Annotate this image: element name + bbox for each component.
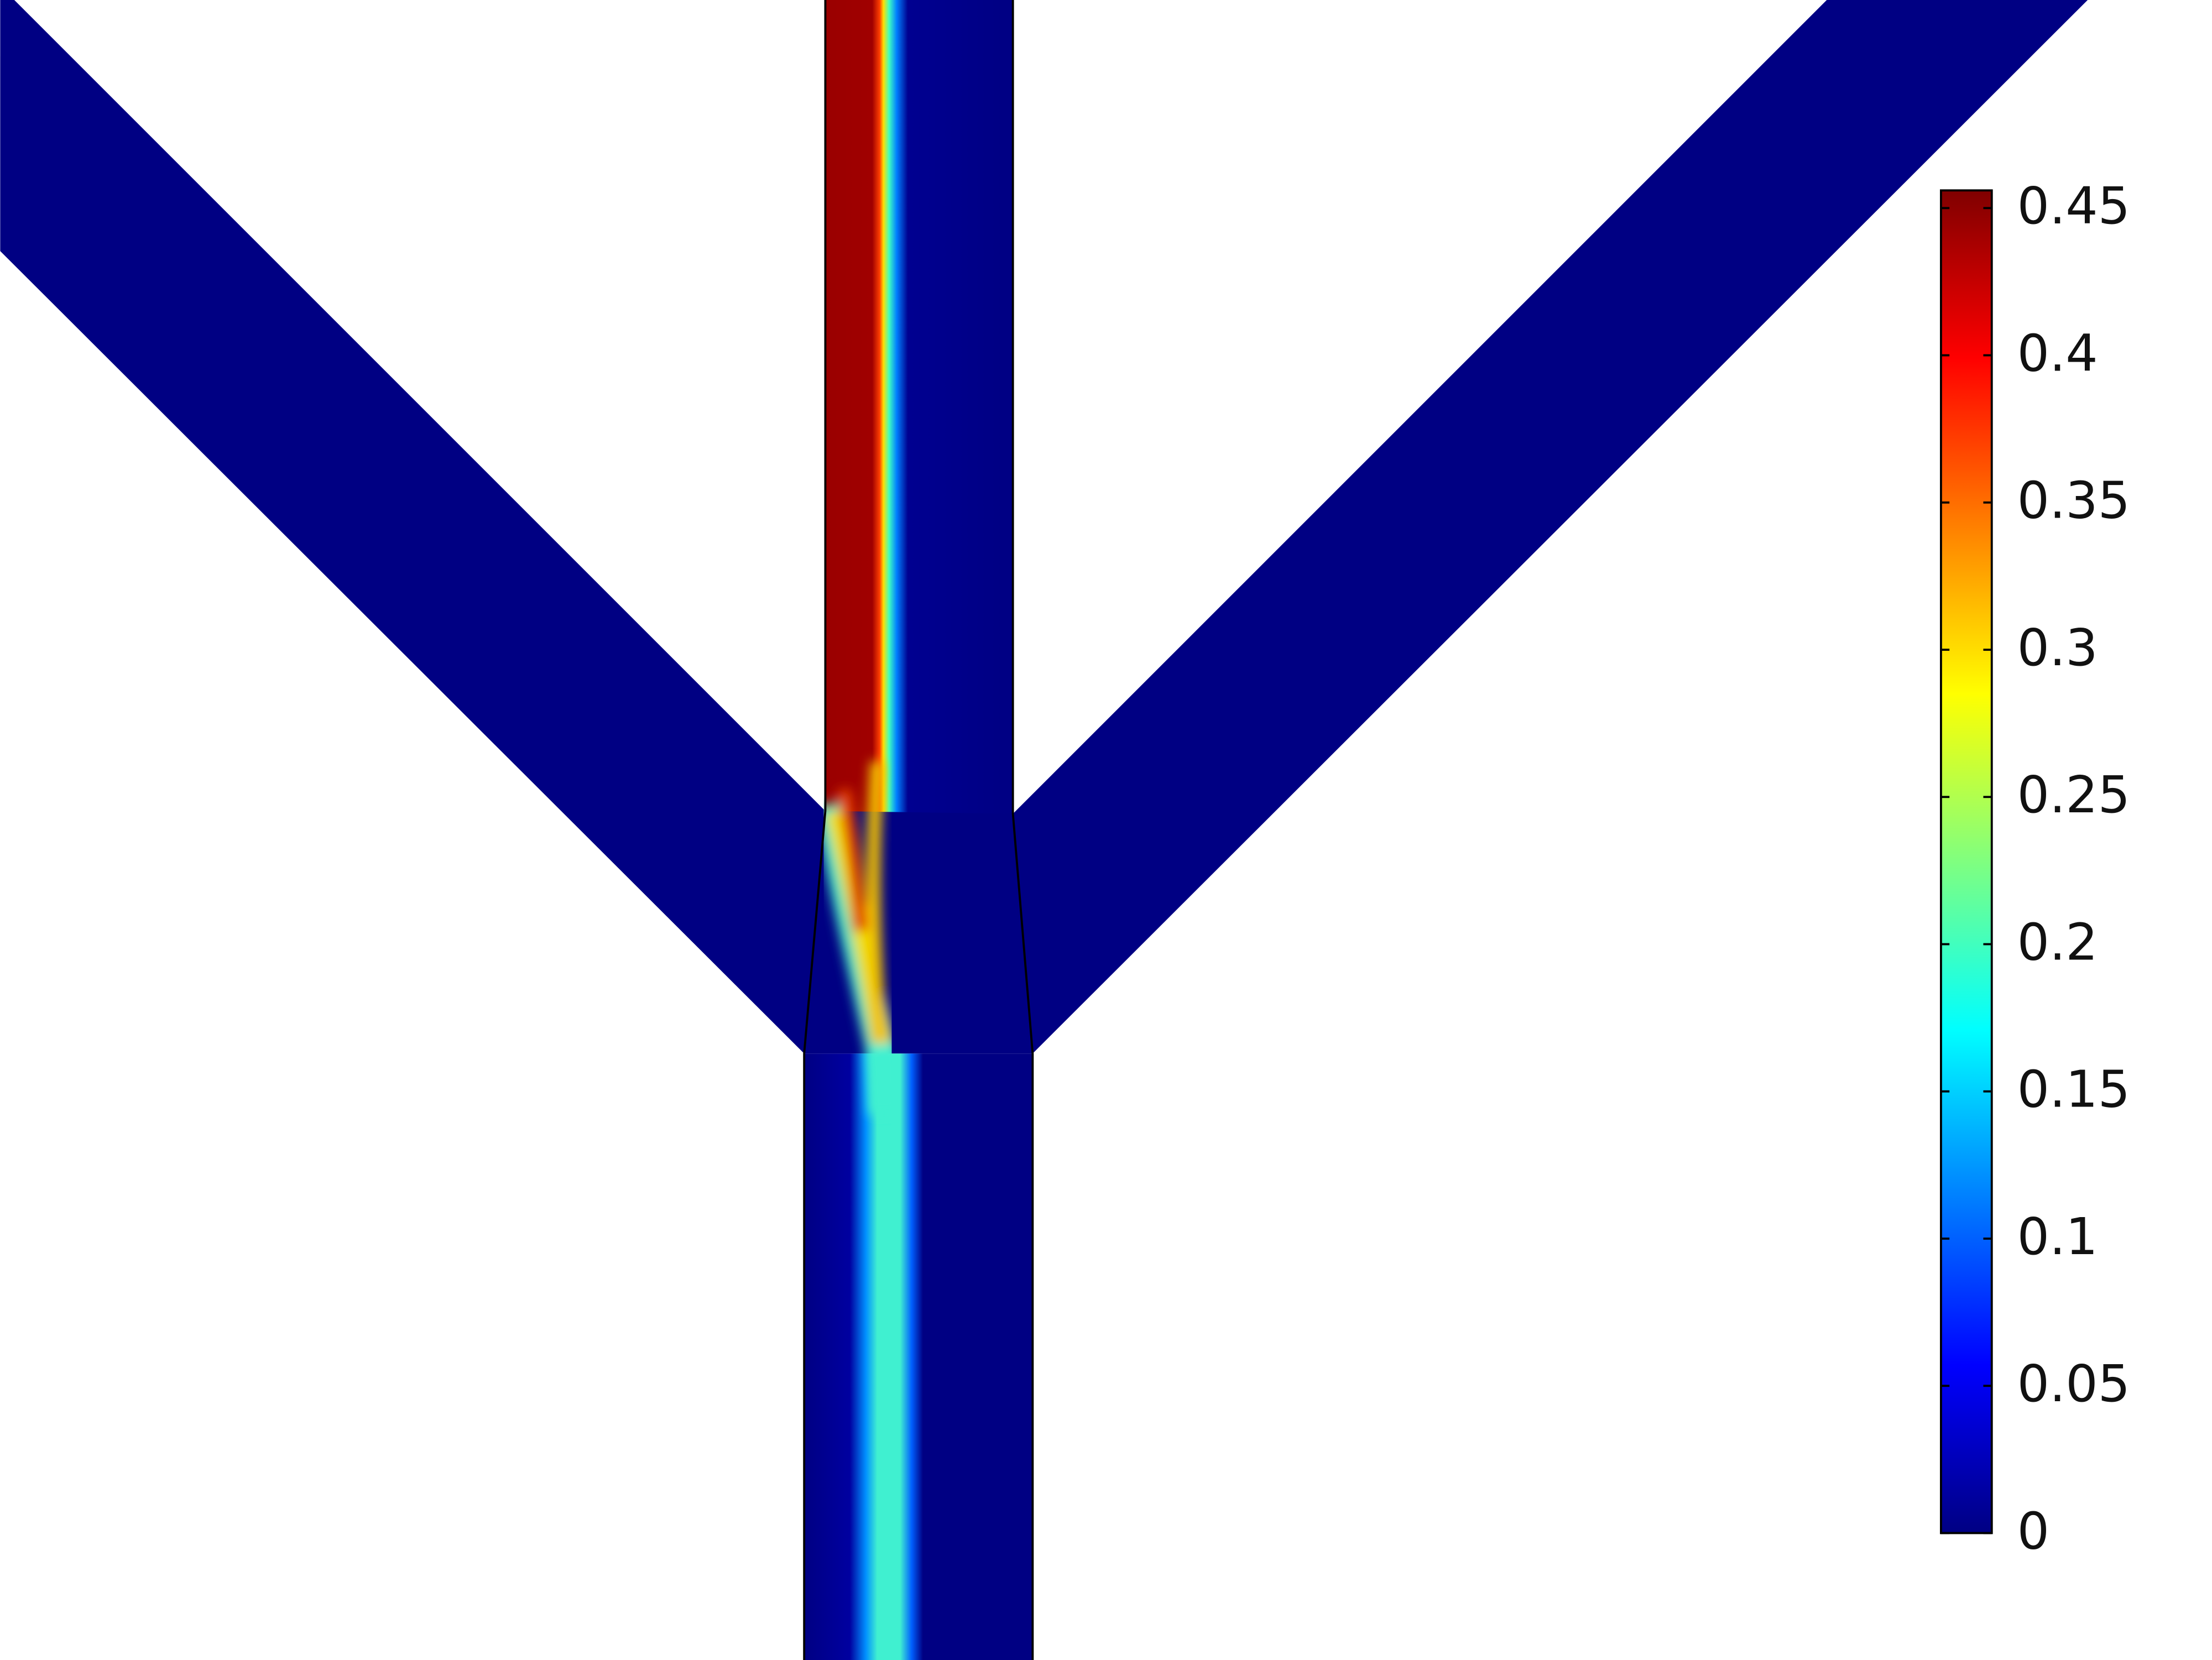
colorbar-tick-label: 0.05 (2017, 1354, 2130, 1413)
top-channel (825, 0, 1013, 816)
bottom-channel (804, 1053, 1033, 1660)
colorbar-tick-label: 0.45 (2017, 176, 2130, 236)
right-branch (1013, 0, 2088, 1054)
colorbar-tick-label: 0 (2017, 1501, 2049, 1560)
colorbar-tick-label: 0.2 (2017, 912, 2098, 972)
field (0, 0, 2088, 1660)
colorbar-tick-label: 0.35 (2017, 471, 2130, 530)
colorbar-tick-label: 0.3 (2017, 618, 2098, 677)
colorbar (1940, 189, 1993, 1534)
channel-outline (803, 0, 1034, 1660)
left-branch (0, 0, 826, 1054)
colorbar-tick-label: 0.25 (2017, 765, 2130, 824)
colorbar-tick-label: 0.4 (2017, 323, 2098, 383)
mixing-plume (814, 761, 903, 1115)
colorbar-tick-label: 0.1 (2017, 1207, 2098, 1266)
colorbar-tick-label: 0.15 (2017, 1060, 2130, 1119)
